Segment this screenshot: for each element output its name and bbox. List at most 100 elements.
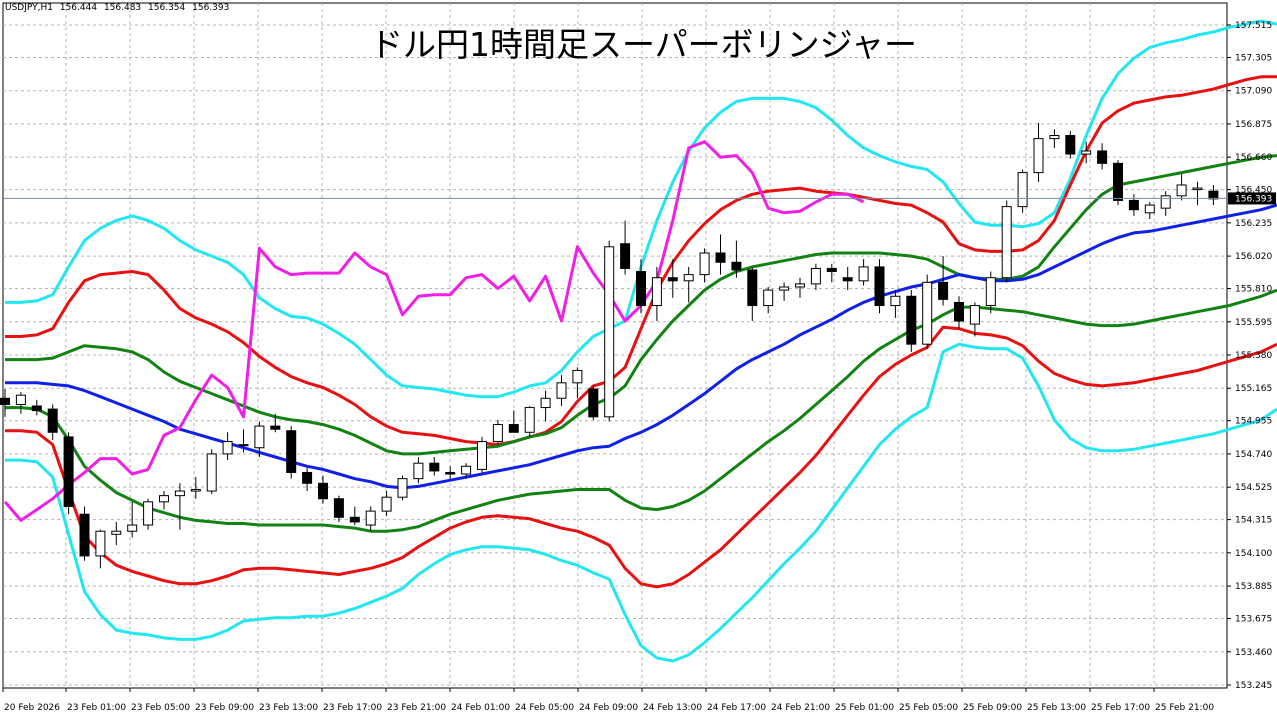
candle-body <box>1097 150 1108 164</box>
candle-body <box>222 441 233 455</box>
candle-body <box>969 305 980 325</box>
series-line-5 <box>5 325 1277 589</box>
candle-body <box>318 482 328 500</box>
candle-body <box>1160 195 1171 209</box>
candle-body <box>874 266 885 307</box>
candle-body <box>763 289 774 307</box>
candle-body <box>333 498 344 518</box>
candle-body <box>890 295 901 307</box>
candle-body <box>556 382 567 399</box>
x-tick-label: 24 Feb 21:00 <box>771 703 830 713</box>
price-axis: 157.515 157.305 157.090 156.875 156.660 156.4… <box>1227 21 1272 691</box>
candle-body <box>922 281 933 345</box>
current-price-tag <box>1228 192 1276 205</box>
candle-body <box>747 269 758 307</box>
candle-body <box>1208 190 1219 200</box>
candle-body <box>683 274 694 282</box>
series-line-2 <box>5 154 1277 456</box>
candle-body <box>779 286 790 291</box>
candle-body <box>47 408 58 433</box>
candle-body <box>79 513 90 557</box>
x-tick-label: 24 Feb 13:00 <box>643 703 702 713</box>
candle-body <box>699 252 710 276</box>
candle-body <box>524 407 535 433</box>
candle-body <box>254 425 265 449</box>
y-tick-label: 156.450 <box>1235 186 1272 196</box>
candle-body <box>349 516 360 523</box>
y-tick-label: 156.875 <box>1235 120 1272 130</box>
y-tick-label: 157.090 <box>1235 87 1272 97</box>
candle-body <box>302 471 313 484</box>
candle-body <box>620 243 631 269</box>
x-tick-label: 23 Feb 21:00 <box>387 703 446 713</box>
y-tick-label: 154.955 <box>1235 417 1272 427</box>
candle-body <box>1065 135 1076 155</box>
candle-body <box>0 397 10 405</box>
x-tick-label: 25 Feb 13:00 <box>1027 703 1086 713</box>
x-tick-label: 24 Feb 05:00 <box>515 703 574 713</box>
current-price-marker: 156.393 <box>3 192 1276 205</box>
candle-body <box>1144 204 1155 214</box>
time-axis: 20 Feb 2026 23 Feb 01:00 23 Feb 05:00 23 Fe… <box>2 688 1214 713</box>
y-tick-label: 155.380 <box>1235 351 1272 361</box>
candle-body <box>429 462 440 472</box>
y-tick-label: 156.020 <box>1235 252 1272 262</box>
open-value: 156.444 <box>59 3 98 13</box>
y-tick-label: 153.245 <box>1235 681 1272 691</box>
candle-body <box>508 424 519 433</box>
candle-body <box>636 271 646 307</box>
candle-body <box>731 261 742 271</box>
candle-body <box>1192 187 1203 191</box>
y-tick-label: 155.595 <box>1235 318 1272 328</box>
candle-body <box>111 530 122 535</box>
candle-body <box>174 490 185 497</box>
candle-body <box>588 388 599 418</box>
y-tick-label: 154.315 <box>1235 516 1272 526</box>
candle-body <box>413 462 424 480</box>
candle-body <box>1033 138 1044 174</box>
candle-body <box>667 277 678 282</box>
close-value: 156.393 <box>192 3 230 13</box>
symbol-info: USDJPY,H1 156.444 156.483 156.354 156.39… <box>5 3 233 13</box>
x-tick-label: 23 Feb 09:00 <box>195 703 254 713</box>
candle-body <box>826 267 837 273</box>
high-value: 156.483 <box>103 3 142 13</box>
series-line-7 <box>3 140 865 522</box>
candlesticks <box>0 123 1219 569</box>
series-line-4 <box>5 288 1277 533</box>
y-tick-label: 153.885 <box>1235 582 1272 592</box>
current-price-label: 156.393 <box>1235 194 1272 204</box>
candle-body <box>985 277 996 307</box>
candle-body <box>143 501 154 526</box>
candle-body <box>954 301 964 322</box>
x-tick-label: 23 Feb 13:00 <box>259 703 318 713</box>
x-tick-label: 20 Feb 2026 <box>4 703 60 713</box>
y-tick-label: 153.460 <box>1235 648 1272 658</box>
x-tick-label: 23 Feb 17:00 <box>323 703 382 713</box>
candle-body <box>461 465 472 475</box>
y-tick-label: 154.525 <box>1235 483 1272 493</box>
x-tick-label: 25 Feb 21:00 <box>1155 703 1214 713</box>
candle-body <box>1049 135 1060 140</box>
chart-title: ドル円1時間足スーパーボリンジャー <box>370 25 918 64</box>
candle-body <box>906 295 917 345</box>
y-tick-label: 157.515 <box>1235 21 1272 31</box>
candle-body <box>1081 150 1092 155</box>
candle-body <box>540 397 551 409</box>
series-line-6 <box>5 342 1277 663</box>
candle-body <box>63 436 74 507</box>
candle-body <box>858 266 869 282</box>
bollinger-bands <box>3 19 1277 663</box>
symbol-label: USDJPY,H1 <box>5 3 53 13</box>
candle-body <box>477 441 487 470</box>
x-tick-label: 24 Feb 17:00 <box>707 703 766 713</box>
y-tick-label: 155.165 <box>1235 384 1272 394</box>
x-tick-label: 24 Feb 09:00 <box>579 703 638 713</box>
x-tick-label: 25 Feb 05:00 <box>899 703 958 713</box>
candle-body <box>365 510 376 526</box>
x-tick-label: 25 Feb 17:00 <box>1091 703 1150 713</box>
x-tick-label: 23 Feb 05:00 <box>131 703 190 713</box>
candle-body <box>238 444 249 447</box>
candle-body <box>1113 162 1123 201</box>
